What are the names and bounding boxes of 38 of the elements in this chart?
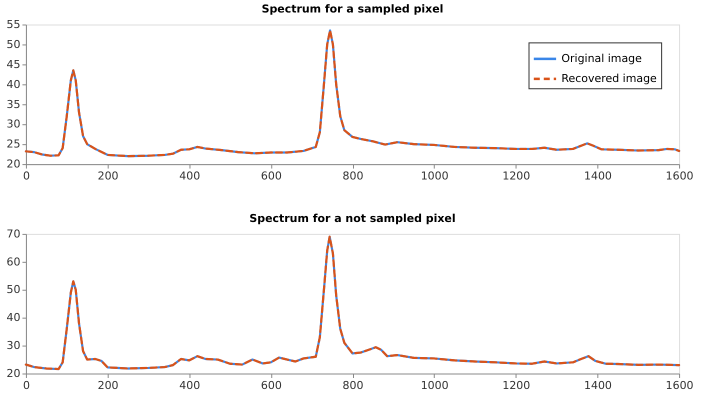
legend-label: Original image — [561, 52, 642, 65]
x-tick-label: 1000 — [420, 378, 449, 392]
y-tick-label: 40 — [6, 78, 20, 91]
y-tick-label: 60 — [6, 255, 20, 268]
x-tick-label: 0 — [22, 378, 30, 392]
x-tick-label: 600 — [260, 170, 282, 183]
y-tick-label: 45 — [6, 58, 20, 71]
x-tick-label: 200 — [98, 170, 119, 183]
y-tick-label: 20 — [6, 366, 20, 380]
x-tick-label: 1000 — [420, 170, 449, 183]
chart-title: Spectrum for a sampled pixel — [262, 2, 444, 16]
y-tick-label: 70 — [6, 227, 20, 240]
y-tick-label: 50 — [6, 38, 20, 51]
x-tick-label: 600 — [260, 378, 282, 392]
y-tick-label: 25 — [6, 138, 20, 151]
y-tick-label: 30 — [6, 118, 20, 131]
y-tick-label: 50 — [6, 283, 20, 296]
x-tick-label: 200 — [98, 378, 119, 392]
x-tick-label: 400 — [179, 170, 200, 183]
x-tick-label: 1600 — [666, 378, 694, 392]
y-tick-label: 55 — [6, 18, 20, 31]
y-tick-label: 35 — [6, 98, 20, 111]
x-tick-label: 1200 — [502, 378, 530, 392]
y-tick-label: 30 — [6, 339, 20, 352]
x-tick-label: 1400 — [584, 170, 612, 183]
legend-label: Recovered image — [561, 72, 658, 85]
x-tick-label: 400 — [179, 378, 200, 392]
x-tick-label: 0 — [22, 170, 30, 183]
x-tick-label: 800 — [342, 170, 364, 183]
y-tick-label: 40 — [6, 311, 20, 324]
x-tick-label: 1600 — [666, 170, 694, 183]
line-series — [24, 29, 680, 158]
x-tick-label: 1400 — [584, 378, 612, 392]
x-tick-label: 1200 — [502, 170, 530, 183]
line-series — [24, 236, 680, 370]
x-tick-label: 800 — [342, 378, 364, 392]
chart-title: Spectrum for a not sampled pixel — [249, 212, 456, 225]
y-tick-label: 20 — [6, 158, 20, 171]
